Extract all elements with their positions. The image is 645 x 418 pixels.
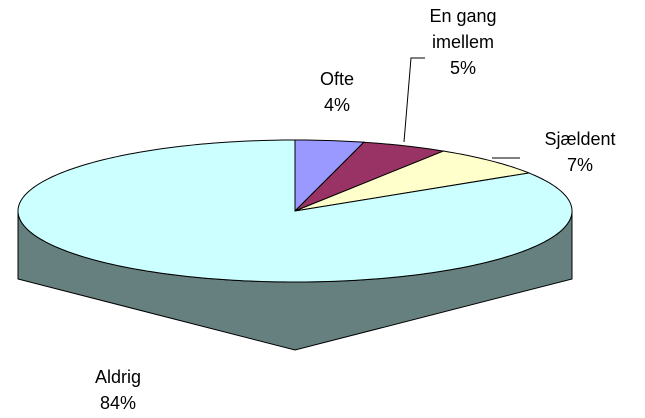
data-label-name: Sjældent — [544, 129, 615, 149]
data-label-value: 7% — [567, 155, 593, 175]
data-label-value: 84% — [100, 393, 136, 413]
pie-slice — [17, 139, 573, 283]
leader-line — [403, 57, 425, 143]
data-label-value: 5% — [450, 58, 476, 78]
tops — [17, 139, 573, 283]
data-label-name: Ofte — [320, 69, 354, 89]
data-label-name: En gang imellem — [429, 6, 496, 52]
data-label-name: Aldrig — [95, 367, 141, 387]
data-label-value: 4% — [324, 95, 350, 115]
pie-slice — [294, 141, 446, 212]
pie-slice — [294, 150, 531, 212]
